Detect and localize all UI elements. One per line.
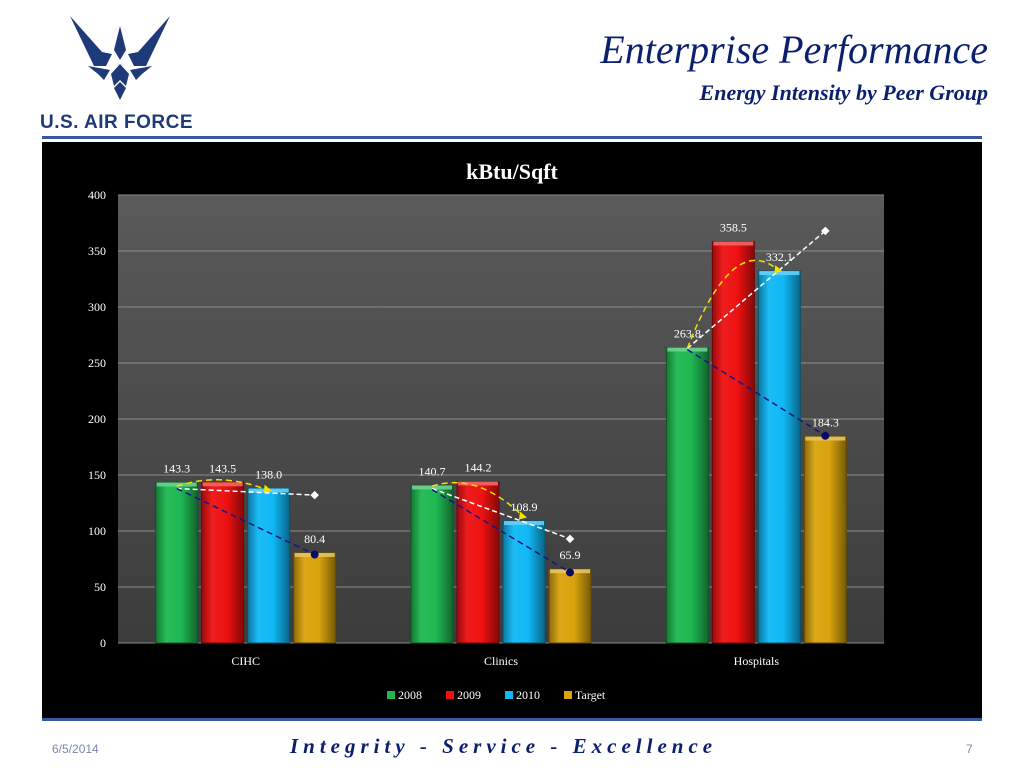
data-label: 358.5: [720, 220, 747, 234]
data-label: 108.9: [511, 500, 538, 514]
trend-line-navy: [431, 488, 571, 574]
legend-label: 2009: [457, 688, 481, 702]
data-label: 184.3: [812, 416, 839, 430]
bar-clinics-target: [548, 568, 592, 644]
y-tick-label: 400: [88, 188, 106, 202]
legend-label: 2008: [398, 688, 422, 702]
page-number: 7: [966, 742, 973, 756]
legend-swatch: [505, 691, 513, 699]
trend-arrow-yellow: [519, 511, 527, 520]
data-label: 332.1: [766, 250, 793, 264]
footer-date: 6/5/2014: [52, 742, 99, 756]
data-label: 263.8: [674, 327, 701, 341]
bar-hospitals-2009: [711, 240, 755, 644]
trend-line-yellow: [686, 259, 780, 349]
y-tick-label: 0: [100, 636, 106, 650]
data-label: 140.7: [419, 464, 446, 478]
x-tick-label: CIHC: [231, 654, 260, 668]
data-label: 144.2: [465, 460, 492, 474]
trend-line-white: [431, 487, 571, 540]
bar-hospitals-2010: [757, 270, 801, 644]
bar-cihc-2010: [247, 487, 291, 644]
trend-marker-white: [310, 490, 319, 500]
header-divider: [42, 136, 982, 139]
bar-cihc-target: [293, 552, 337, 644]
legend-swatch: [564, 691, 572, 699]
legend-label: 2010: [516, 688, 540, 702]
bar-clinics-2010: [502, 520, 546, 644]
legend-swatch: [446, 691, 454, 699]
bar-clinics-2009: [456, 480, 500, 644]
legend-label: Target: [575, 688, 606, 702]
page-title: Enterprise Performance: [600, 27, 988, 72]
footer-divider: [42, 718, 982, 721]
chart-title: kBtu/Sqft: [466, 159, 558, 184]
trend-marker-navy: [821, 431, 830, 440]
trend-marker-white: [565, 534, 575, 544]
bar-cihc-2008: [155, 482, 199, 644]
page-subtitle: Energy Intensity by Peer Group: [699, 80, 988, 105]
bar-hospitals-2008: [665, 347, 709, 644]
data-label: 65.9: [560, 548, 581, 562]
data-label: 80.4: [304, 532, 325, 546]
legend-swatch: [387, 691, 395, 699]
bar-cap: [667, 347, 708, 352]
bar-chart: 0 50 100 150 200 250 300 350 400 143.3 143.5 138.0 8…: [88, 159, 884, 702]
bar-hospitals-target: [803, 436, 847, 644]
bar-cap: [412, 485, 452, 490]
trend-line-white: [686, 230, 826, 350]
trend-line-navy: [176, 487, 315, 556]
trend-line-navy: [686, 348, 826, 437]
data-label: 138.0: [255, 467, 282, 481]
y-tick-label: 250: [88, 356, 106, 370]
trend-line-white: [176, 487, 315, 496]
chart-area: 0 50 100 150 200 250 300 350 400 143.3 143.5 138.0 8…: [42, 142, 982, 718]
trend-arrow-yellow: [263, 484, 272, 493]
y-tick-label: 350: [88, 244, 106, 258]
trend-arrow-yellow: [774, 265, 783, 274]
air-force-logo-icon: [70, 16, 170, 100]
footer-motto: Integrity - Service - Excellence: [290, 734, 718, 758]
trend-line-yellow: [431, 481, 525, 519]
bar-cihc-2009: [201, 481, 245, 644]
y-tick-label: 100: [88, 524, 106, 538]
bar-cap: [202, 482, 243, 487]
bar-clinics-2008: [410, 484, 454, 644]
bar-cap: [504, 521, 544, 526]
trend-marker-navy: [310, 550, 319, 559]
bar-cap: [759, 271, 800, 276]
y-tick-label: 200: [88, 412, 106, 426]
x-tick-label: Clinics: [484, 654, 518, 668]
y-tick-label: 50: [94, 580, 106, 594]
bar-cap: [156, 482, 197, 487]
x-tick-label: Hospitals: [734, 654, 780, 668]
bar-cap: [458, 481, 498, 486]
logo-wordmark: U.S. AIR FORCE: [40, 112, 194, 133]
data-label: 143.5: [209, 461, 236, 475]
trend-marker-navy: [566, 568, 574, 577]
data-label: 143.3: [163, 462, 190, 476]
bar-cap: [713, 241, 754, 246]
y-tick-label: 150: [88, 468, 106, 482]
trend-line-yellow: [176, 479, 269, 492]
y-tick-label: 300: [88, 300, 106, 314]
